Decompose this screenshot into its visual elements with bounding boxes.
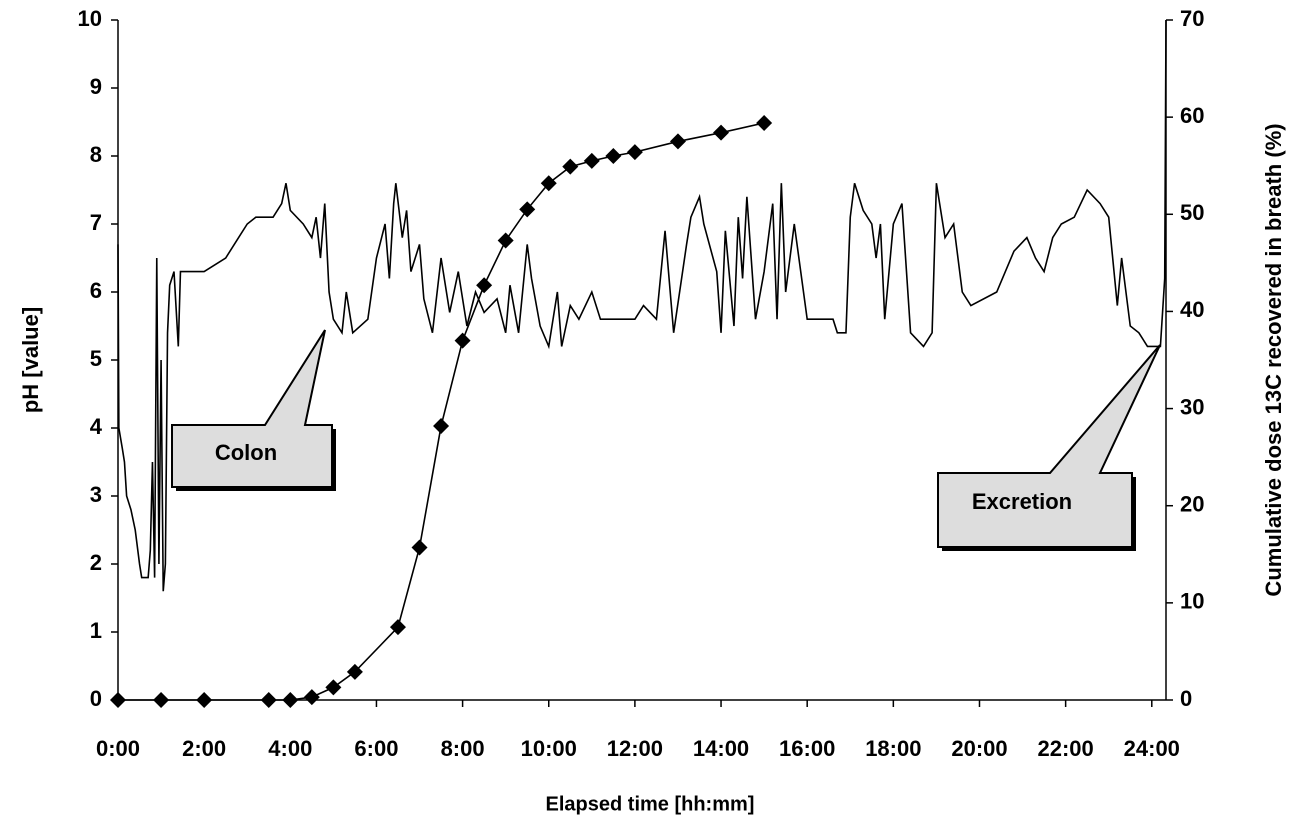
data-point	[454, 332, 471, 349]
callout-excretion: Excretion	[937, 344, 1161, 551]
y-tick-label: 5	[90, 346, 102, 371]
data-point	[303, 689, 320, 706]
x-tick-label: 18:00	[865, 736, 921, 761]
y-tick-label: 4	[90, 414, 103, 439]
y2-tick-label: 50	[1180, 200, 1204, 225]
data-point	[605, 148, 622, 164]
callout-colon: Colon	[171, 329, 336, 491]
data-point	[260, 692, 277, 708]
y2-tick-label: 30	[1180, 394, 1204, 419]
annotation: Colon	[215, 440, 277, 465]
data-point	[669, 133, 686, 150]
series-line	[117, 19, 1167, 592]
x-tick-label: 14:00	[693, 736, 749, 761]
y-tick-label: 0	[90, 686, 102, 711]
x-tick-label: 12:00	[607, 736, 663, 761]
y-tick-label: 8	[90, 142, 102, 167]
data-point	[756, 114, 773, 131]
x-tick-label: 20:00	[951, 736, 1007, 761]
data-point	[282, 692, 299, 708]
y-tick-label: 2	[90, 550, 102, 575]
x-tick-label: 16:00	[779, 736, 835, 761]
x-tick-label: 8:00	[441, 736, 485, 761]
x-tick-label: 22:00	[1037, 736, 1093, 761]
x-tick-label: 0:00	[96, 736, 140, 761]
data-point	[433, 418, 450, 435]
data-point	[411, 539, 428, 556]
y-tick-label: 6	[90, 278, 102, 303]
x-tick-label: 24:00	[1124, 736, 1180, 761]
x-axis-title: Elapsed time [hh:mm]	[546, 793, 755, 815]
data-point	[713, 124, 730, 141]
y-axis-title: pH [value]	[18, 307, 43, 413]
data-point	[562, 158, 579, 175]
x-tick-label: 6:00	[354, 736, 398, 761]
data-point	[196, 692, 213, 708]
y-tick-label: 3	[90, 482, 102, 507]
data-point	[626, 144, 643, 161]
y2-tick-label: 70	[1180, 6, 1204, 31]
y-tick-label: 1	[90, 618, 102, 643]
x-tick-label: 10:00	[521, 736, 577, 761]
data-point	[346, 663, 363, 680]
data-point	[497, 232, 514, 249]
series-line	[118, 122, 765, 701]
y2-tick-label: 20	[1180, 492, 1204, 517]
y-tick-label: 10	[78, 6, 102, 31]
data-point	[583, 152, 600, 169]
y2-tick-label: 10	[1180, 589, 1204, 614]
y2-tick-label: 60	[1180, 103, 1204, 128]
x-tick-label: 4:00	[268, 736, 312, 761]
data-point	[519, 201, 536, 218]
y-tick-label: 9	[90, 74, 102, 99]
data-point	[476, 277, 493, 294]
y2-tick-label: 0	[1180, 686, 1192, 711]
data-point	[389, 619, 406, 636]
annotation: Excretion	[972, 489, 1072, 514]
x-tick-label: 2:00	[182, 736, 226, 761]
data-point	[540, 175, 557, 192]
y2-axis-title: Cumulative dose 13C recovered in breath …	[1261, 123, 1286, 596]
data-point	[153, 692, 170, 708]
y-tick-label: 7	[90, 210, 102, 235]
y2-tick-label: 40	[1180, 297, 1204, 322]
data-point	[325, 679, 342, 696]
data-point	[110, 692, 126, 708]
